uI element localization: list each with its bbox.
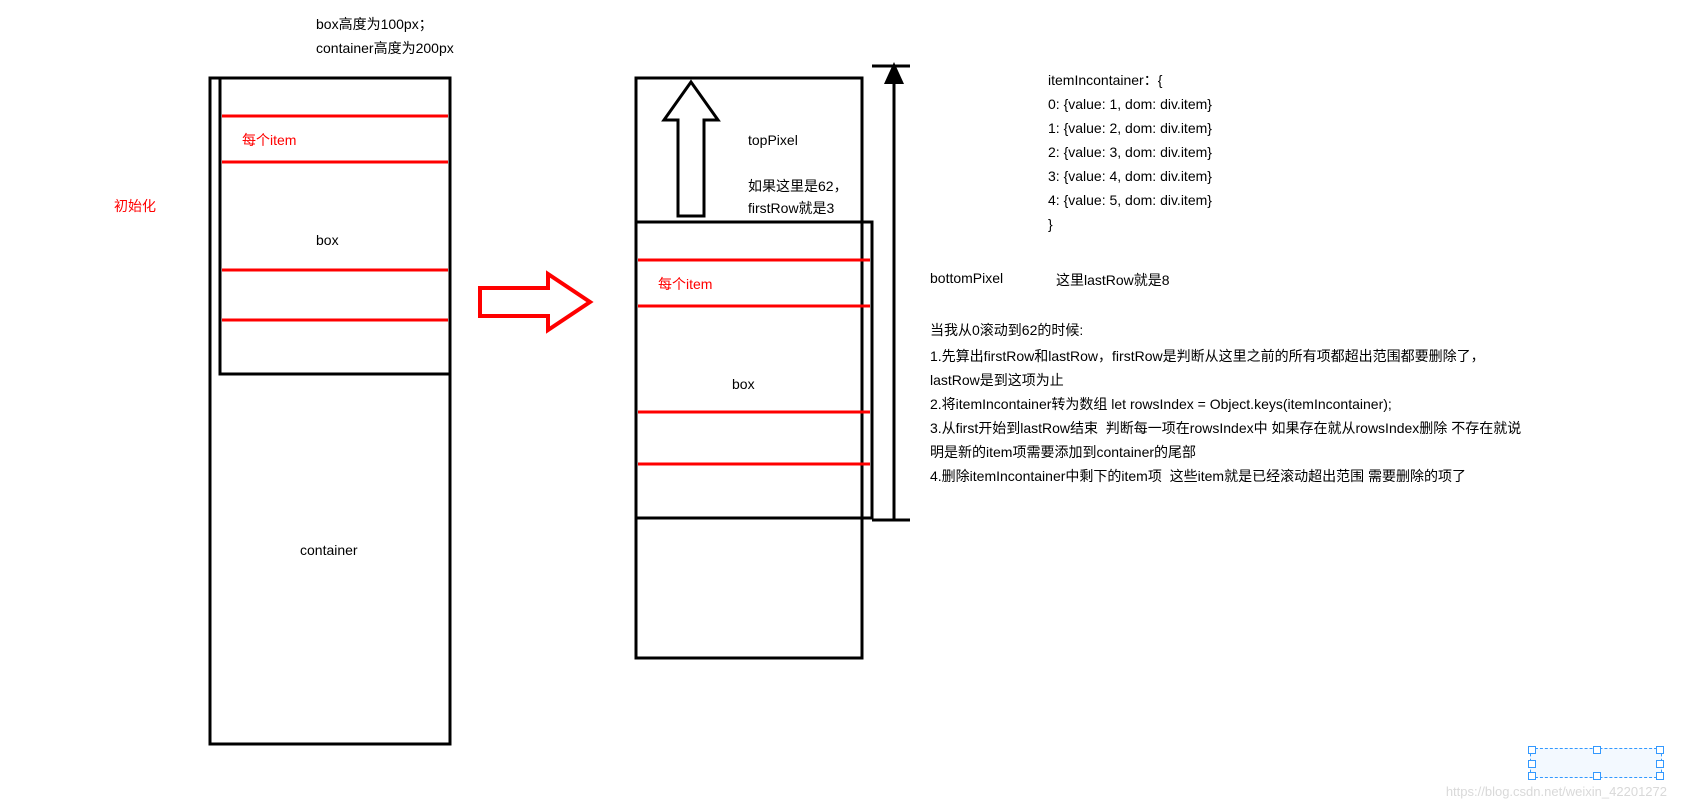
top-pixel-note-1: 如果这里是62， — [748, 176, 848, 196]
itemcontainer-line-4: 4: {value: 5, dom: div.item} — [1048, 192, 1212, 208]
right-container-rect — [636, 78, 862, 658]
lastrow-label: 这里lastRow就是8 — [1056, 270, 1170, 290]
right-box-rect — [636, 222, 872, 518]
itemcontainer-line-1: 1: {value: 2, dom: div.item} — [1048, 120, 1212, 136]
watermark: https://blog.csdn.net/weixin_42201272 — [1446, 784, 1667, 799]
explain-line-2: 2.将itemIncontainer转为数组 let rowsIndex = O… — [930, 394, 1392, 414]
up-arrow — [664, 82, 718, 216]
explain-line-5: 4.删除itemIncontainer中剩下的item项 这些item就是已经滚… — [930, 466, 1466, 486]
left-container-label: container — [300, 542, 358, 558]
itemcontainer-line-2: 2: {value: 3, dom: div.item} — [1048, 144, 1212, 160]
itemcontainer-line-3: 3: {value: 4, dom: div.item} — [1048, 168, 1212, 184]
top-pixel-label: topPixel — [748, 132, 798, 148]
itemcontainer-line-0: 0: {value: 1, dom: div.item} — [1048, 96, 1212, 112]
left-item-label: 每个item — [242, 130, 296, 150]
left-container-rect — [210, 78, 450, 744]
left-box-rect — [220, 78, 450, 374]
bottom-pixel-label: bottomPixel — [930, 270, 1003, 286]
right-item-label: 每个item — [658, 274, 712, 294]
right-box-label: box — [732, 376, 755, 392]
explain-line-3: 3.从first开始到lastRow结束 判断每一项在rowsIndex中 如果… — [930, 418, 1521, 438]
explain-line-1: lastRow是到这项为止 — [930, 370, 1064, 390]
top-pixel-note-2: firstRow就是3 — [748, 198, 834, 218]
itemcontainer-close: } — [1048, 216, 1053, 232]
left-box-label: box — [316, 232, 339, 248]
diagram-svg — [0, 0, 1685, 809]
explain-title: 当我从0滚动到62的时候: — [930, 320, 1083, 340]
selection-box — [1530, 748, 1662, 778]
explain-line-4: 明是新的item项需要添加到container的尾部 — [930, 442, 1196, 462]
itemcontainer-title: itemIncontainer：{ — [1048, 70, 1162, 90]
explain-line-0: 1.先算出firstRow和lastRow，firstRow是判断从这里之前的所… — [930, 346, 1485, 366]
transition-arrow — [480, 274, 590, 330]
